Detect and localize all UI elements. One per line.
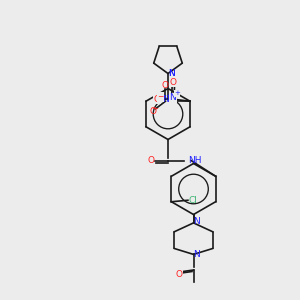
Text: O: O	[162, 81, 169, 90]
Text: O: O	[148, 156, 155, 165]
Text: O: O	[154, 95, 160, 104]
Text: O: O	[149, 107, 156, 116]
Text: +: +	[174, 90, 180, 96]
Text: N: N	[169, 93, 176, 102]
Text: N: N	[168, 69, 175, 78]
Text: Cl: Cl	[189, 196, 197, 205]
Text: N: N	[162, 95, 169, 104]
Text: +: +	[166, 93, 171, 99]
Text: NH: NH	[188, 156, 202, 165]
Text: N: N	[168, 69, 175, 78]
Text: N: N	[193, 217, 200, 226]
Text: O: O	[176, 270, 183, 279]
Text: N: N	[193, 250, 200, 259]
Text: −: −	[158, 92, 164, 101]
Text: −: −	[152, 104, 158, 113]
Text: O: O	[169, 77, 176, 86]
Text: O: O	[176, 270, 183, 279]
